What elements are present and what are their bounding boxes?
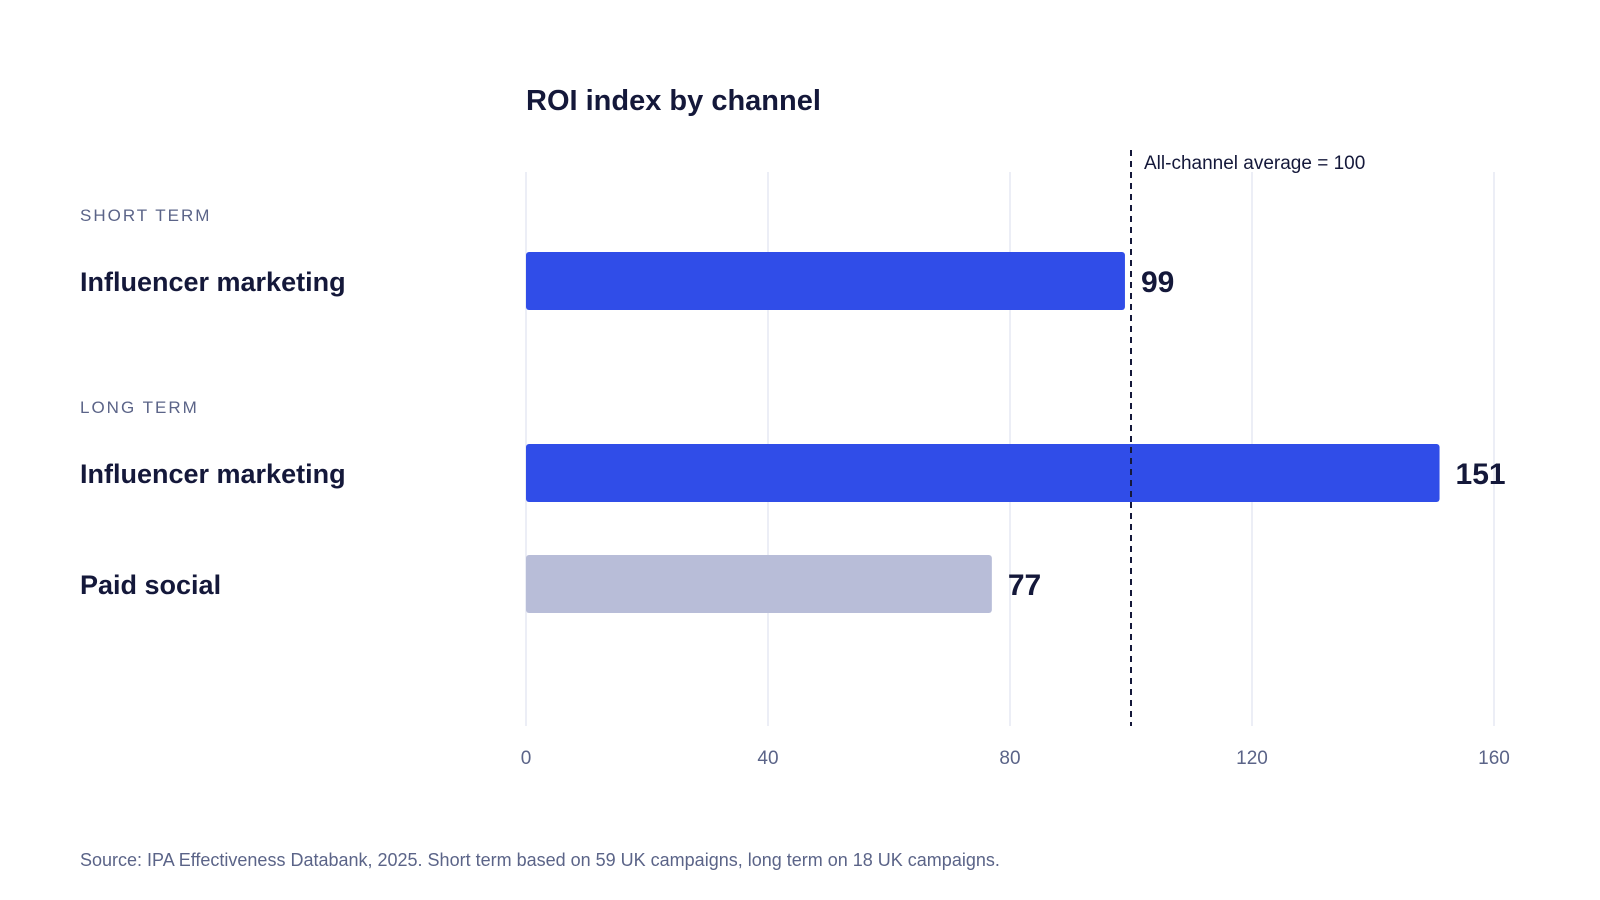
- x-tick-label: 0: [521, 748, 532, 769]
- bar: [526, 444, 1440, 502]
- reference-line-label: All-channel average = 100: [1144, 153, 1365, 174]
- x-tick-label: 120: [1236, 748, 1268, 769]
- value-label: 99: [1141, 266, 1174, 299]
- bars: [526, 252, 1440, 613]
- bar: [526, 252, 1125, 310]
- value-label: 77: [1008, 569, 1041, 602]
- group-label: SHORT TERM: [80, 206, 211, 225]
- category-label: Paid social: [80, 570, 221, 600]
- value-label: 151: [1456, 458, 1506, 491]
- labels: SHORT TERM Influencer marketing 99 LONG TER…: [80, 206, 1506, 602]
- bar: [526, 555, 992, 613]
- chart-title: ROI index by channel: [526, 85, 821, 117]
- category-label: Influencer marketing: [80, 267, 346, 297]
- x-axis-ticks: 0 40 80 120 160: [521, 748, 1510, 769]
- x-tick-label: 40: [757, 748, 778, 769]
- category-label: Influencer marketing: [80, 459, 346, 489]
- reference-line-group: All-channel average = 100: [1130, 150, 1365, 726]
- x-tick-label: 80: [999, 748, 1020, 769]
- group-label: LONG TERM: [80, 398, 199, 417]
- x-tick-label: 160: [1478, 748, 1510, 769]
- source-note: Source: IPA Effectiveness Databank, 2025…: [80, 850, 1000, 870]
